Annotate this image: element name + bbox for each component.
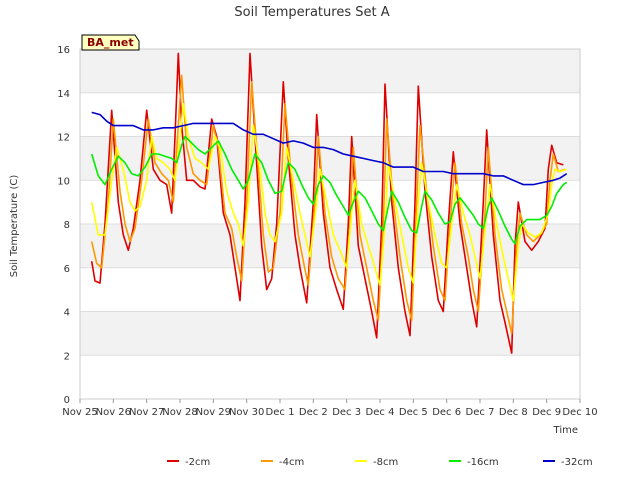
x-tick-label: Dec 5 [399,407,428,418]
x-tick-label: Nov 25 [62,407,97,418]
x-axis-label: Time [553,425,578,436]
x-tick-label: Dec 9 [532,407,561,418]
y-tick-label: 12 [57,133,70,144]
plot-frame [79,48,581,400]
x-tick-label: Nov 30 [229,407,264,418]
series-line-8cmcm [90,102,567,302]
y-tick-label: 0 [64,395,70,406]
x-tick-label: Nov 27 [129,407,164,418]
legend-label: -4cm [279,457,304,468]
site-badge-box [81,34,140,51]
x-tick-label: Dec 3 [332,407,361,418]
x-tick-label: Dec 4 [366,407,395,418]
x-tick-label: Dec 1 [266,407,295,418]
series-line-32cmcm [91,111,568,186]
site-badge-label: BA_met [87,36,134,49]
y-tick-label: 8 [64,220,70,231]
legend-label: -8cm [373,457,398,468]
series-layer [90,52,568,354]
y-tick-label: 6 [64,264,70,275]
y-tick-label: 14 [57,89,70,100]
y-tick-label: 10 [57,176,70,187]
x-tick-label: Dec 6 [432,407,461,418]
x-tick-label: Dec 8 [499,407,528,418]
site-badge: BA_met [81,34,140,51]
x-tick-label: Nov 26 [96,407,131,418]
plot-band [80,136,580,181]
plot-band [80,49,580,93]
y-axis-ticks: 0 2 4 6 8 10 12 14 16 [57,45,70,406]
x-tick-label: Nov 29 [196,407,231,418]
y-tick-label: 4 [64,308,70,319]
series-line-16cmcm [90,135,568,245]
y-tick-label: 16 [57,45,70,56]
y-axis-label: Soil Temperature (C) [9,175,20,278]
legend: -2cm -4cm -8cm -16cm -32cm [167,457,593,468]
chart-title: Soil Temperatures Set A [234,5,389,20]
x-tick-label: Dec 7 [466,407,495,418]
legend-label: -32cm [561,457,593,468]
legend-label: -2cm [185,457,210,468]
plot-band [80,311,580,356]
series-line-4cmcm [90,74,566,335]
legend-label: -16cm [467,457,499,468]
x-tick-label: Nov 28 [162,407,197,418]
x-tick-label: Dec 2 [299,407,328,418]
y-tick-label: 2 [64,351,70,362]
x-tick-label: Dec 10 [562,407,597,418]
